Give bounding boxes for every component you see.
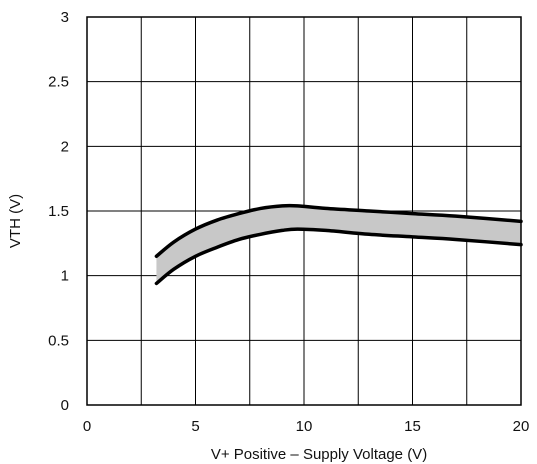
- x-tick-label: 10: [296, 418, 313, 435]
- x-tick-label: 20: [513, 418, 530, 435]
- y-tick-label: 3: [61, 9, 69, 26]
- upper-curve: [154, 203, 523, 259]
- y-tick-label: 1.5: [48, 203, 69, 220]
- y-tick-label: 2.5: [48, 74, 69, 91]
- plot-frame: [86, 16, 522, 406]
- y-tick-labels: 0 0.5 1 1.5 2 2.5 3: [48, 9, 69, 414]
- threshold-band: [156, 205, 521, 284]
- x-tick-label: 15: [404, 418, 421, 435]
- y-tick-label: 1: [61, 268, 69, 285]
- y-axis-label: VTH (V): [7, 194, 24, 248]
- y-tick-label: 0.5: [48, 332, 69, 349]
- x-tick-labels: 0 5 10 15 20: [83, 418, 530, 435]
- y-tick-label: 2: [61, 138, 69, 155]
- y-tick-label: 0: [61, 397, 69, 414]
- x-tick-label: 0: [83, 418, 91, 435]
- lower-curve: [154, 227, 523, 286]
- x-axis-label: V+ Positive – Supply Voltage (V): [211, 446, 427, 463]
- x-tick-label: 5: [191, 418, 199, 435]
